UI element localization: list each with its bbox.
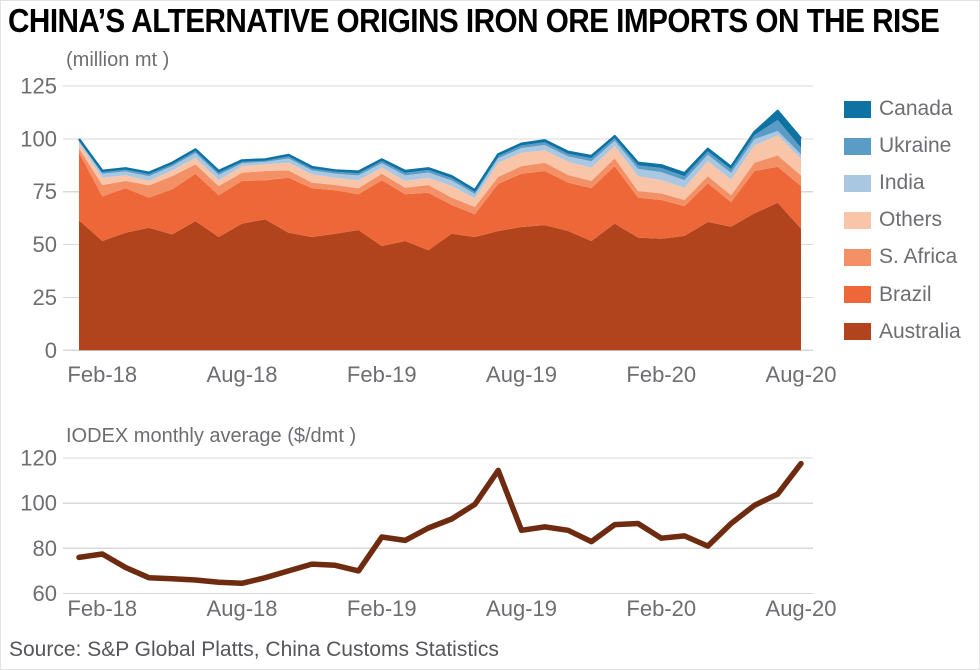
legend-label: S. Africa xyxy=(879,245,958,269)
x-tick-label: Aug-19 xyxy=(486,596,557,621)
y-tick-label: 100 xyxy=(20,491,57,516)
y-tick-label: 25 xyxy=(33,285,57,310)
x-tick-label: Feb-20 xyxy=(626,596,696,621)
legend-label: Australia xyxy=(879,319,961,343)
legend-label: India xyxy=(879,171,925,195)
legend-swatch xyxy=(844,100,871,118)
legend-swatch xyxy=(844,323,871,341)
x-tick-label: Aug-19 xyxy=(486,362,557,387)
bottom-chart-title: IODEX monthly average ($/dmt ) xyxy=(66,425,357,447)
page-title: CHINA’S ALTERNATIVE ORIGINS IRON ORE IMP… xyxy=(8,2,940,39)
legend-item-canada: Canada xyxy=(844,97,953,120)
legend-swatch xyxy=(844,137,871,155)
legend-label: Canada xyxy=(879,97,953,120)
x-tick-label: Aug-20 xyxy=(766,596,837,621)
y-tick-label: 125 xyxy=(20,74,57,99)
legend-label: Others xyxy=(879,208,943,232)
y-tick-label: 50 xyxy=(33,232,57,257)
x-tick-label: Aug-20 xyxy=(766,362,837,387)
x-tick-label: Feb-19 xyxy=(347,362,417,387)
y-tick-label: 80 xyxy=(33,536,57,561)
area-layer-brazil xyxy=(79,152,801,251)
legend-item-others: Others xyxy=(844,208,943,232)
legend-swatch xyxy=(844,174,871,192)
x-tick-label: Aug-18 xyxy=(207,596,278,621)
legend-label: Brazil xyxy=(879,282,932,306)
legend-swatch xyxy=(844,286,871,303)
x-tick-label: Feb-18 xyxy=(67,596,137,621)
y-tick-label: 120 xyxy=(20,446,57,471)
legend-item-ukraine: Ukraine xyxy=(844,134,952,158)
y-tick-label: 75 xyxy=(33,179,57,204)
x-tick-label: Feb-20 xyxy=(626,362,696,387)
area-layer-australia xyxy=(79,202,801,351)
iodex-price-line xyxy=(76,460,804,587)
source-attribution: Source: S&P Global Platts, China Customs… xyxy=(9,638,499,661)
y-tick-label: 60 xyxy=(33,581,57,606)
y-tick-label: 0 xyxy=(45,338,57,363)
legend-item-brazil: Brazil xyxy=(844,282,932,306)
legend-item-india: India xyxy=(844,171,925,195)
x-tick-label: Feb-18 xyxy=(67,362,137,387)
x-tick-label: Aug-18 xyxy=(207,362,278,387)
legend-item-australia: Australia xyxy=(844,319,961,343)
legend-item-s-africa: S. Africa xyxy=(844,245,958,269)
top-chart-unit-label: (million mt ) xyxy=(66,49,170,71)
legend-swatch xyxy=(844,211,871,229)
legend-swatch xyxy=(844,248,871,266)
area-layer-india xyxy=(79,131,801,199)
legend-label: Ukraine xyxy=(879,134,952,158)
y-tick-label: 100 xyxy=(20,126,57,151)
stack-top-edge-line xyxy=(78,109,802,192)
x-tick-label: Feb-19 xyxy=(347,596,417,621)
